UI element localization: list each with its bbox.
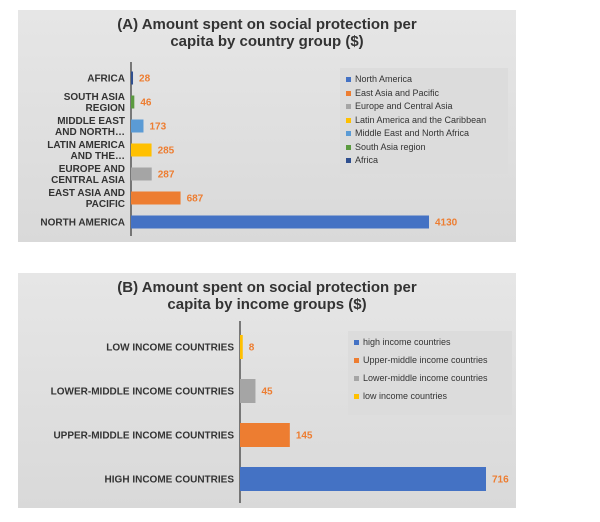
chart-a-data-label-0: 28	[139, 74, 151, 85]
chart-b-legend-label-3: low income countries	[363, 391, 448, 401]
chart-a-data-label-4: 287	[158, 170, 175, 181]
chart-b-title: (B) Amount spent on social protection pe…	[18, 279, 516, 313]
chart-a-legend-item-5: South Asia region	[346, 142, 426, 152]
chart-b-title-line-2: capita by income groups ($)	[167, 296, 367, 313]
chart-a-bar-6	[131, 215, 429, 229]
chart-a-legend-label-0: North America	[355, 74, 413, 84]
chart-b-legend-swatch-2	[354, 376, 359, 382]
chart-b-legend-label-0: high income countries	[363, 337, 451, 347]
chart-b-legend-swatch-0	[354, 340, 359, 346]
chart-b-legend-item-0: high income countries	[354, 337, 451, 347]
chart-a-legend-label-5: South Asia region	[355, 141, 426, 152]
chart-a-title-line-2: capita by country group ($)	[170, 33, 364, 50]
chart-a-title: (A) Amount spent on social protection pe…	[18, 16, 516, 50]
chart-a-legend-item-0: North America	[346, 74, 412, 84]
chart-a-legend-item-4: Middle East and North Africa	[346, 128, 469, 138]
chart-b-bar-2	[240, 423, 290, 447]
chart-b-title-line-1: (B) Amount spent on social protection pe…	[117, 279, 417, 296]
chart-a-category-label-4-line-0: EUROPE AND	[59, 164, 125, 175]
chart-b-legend-swatch-3	[354, 394, 359, 400]
chart-a-legend-item-2: Europe and Central Asia	[346, 101, 453, 111]
chart-a-category-label-3-line-1: AND THE…	[71, 151, 125, 162]
chart-b-plot: 8 LOW INCOME COUNTRIES 45 LOWER-MIDDLE INCO…	[51, 321, 509, 503]
chart-b-bar-1	[240, 379, 256, 403]
chart-a-category-label-1-line-1: REGION	[86, 103, 125, 114]
chart-a-legend-label-4: Middle East and North Africa	[355, 128, 470, 138]
chart-a-category-label-5-line-1: PACIFIC	[86, 199, 125, 210]
chart-a-bar-5	[131, 191, 181, 205]
chart-b-data-label-0: 8	[249, 343, 255, 354]
chart-b-legend: high income countries Upper-middle income…	[348, 331, 512, 415]
chart-a-bar-0	[131, 71, 134, 85]
chart-b-data-label-2: 145	[296, 431, 313, 442]
chart-a-legend-swatch-0	[346, 77, 351, 83]
chart-a-category-label-3-line-0: LATIN AMERICA	[47, 140, 125, 151]
chart-b-bar-3	[240, 467, 486, 491]
chart-a-legend-swatch-1	[346, 90, 351, 96]
chart-b-category-label-1: LOWER-MIDDLE INCOME COUNTRIES	[51, 387, 235, 398]
chart-a-legend-label-1: East Asia and Pacific	[355, 87, 440, 98]
chart-b-category-label-2: UPPER-MIDDLE INCOME COUNTRIES	[53, 431, 234, 442]
chart-b-legend-item-1: Upper-middle income countries	[354, 355, 488, 365]
chart-a-category-label-0: AFRICA	[87, 74, 125, 85]
chart-a-bar-4	[131, 167, 152, 181]
chart-a-category-label-2-line-0: MIDDLE EAST	[57, 116, 125, 127]
chart-a-legend-swatch-5	[346, 144, 351, 150]
chart-b-category-label-3: HIGH INCOME COUNTRIES	[105, 475, 235, 486]
chart-a-legend-item-6: Africa	[346, 155, 378, 165]
chart-a-data-label-1: 46	[140, 98, 152, 109]
chart-a-legend-label-3: Latin America and the Caribbean	[355, 114, 487, 125]
chart-a-data-label-5: 687	[187, 194, 204, 205]
chart-a-bar-3	[131, 143, 152, 157]
chart-a-bar-2	[131, 119, 144, 133]
chart-b-legend-label-2: Lower-middle income countries	[363, 373, 488, 383]
chart-a-legend-swatch-6	[346, 158, 351, 164]
chart-a-category-label-4-line-1: CENTRAL ASIA	[51, 175, 125, 186]
chart-a-legend-label-2: Europe and Central Asia	[355, 101, 453, 111]
chart-a-data-label-2: 173	[149, 122, 166, 133]
chart-a-title-line-1: (A) Amount spent on social protection pe…	[117, 16, 417, 33]
chart-a-legend-swatch-3	[346, 117, 351, 123]
chart-b-category-label-0: LOW INCOME COUNTRIES	[106, 343, 234, 354]
chart-b-legend-label-1: Upper-middle income countries	[363, 355, 488, 365]
chart-a-category-label-6: NORTH AMERICA	[40, 218, 125, 229]
chart-a-category-label-5-line-0: EAST ASIA AND	[48, 188, 125, 199]
chart-b-bar-0	[240, 335, 243, 359]
chart-a-bar-1	[131, 95, 135, 109]
chart-a-legend-swatch-2	[346, 104, 351, 110]
chart-a-data-label-6: 4130	[435, 218, 458, 229]
chart-a-legend-label-6: Africa	[355, 155, 379, 165]
chart-a-legend-item-3: Latin America and the Caribbean	[346, 115, 486, 125]
chart-a-legend: North America East Asia and Pacific Europe…	[340, 68, 508, 174]
chart-a-category-label-2-line-1: AND NORTH…	[55, 127, 125, 138]
chart-a-category-label-1-line-0: SOUTH ASIA	[64, 92, 125, 103]
chart-a-legend-item-1: East Asia and Pacific	[346, 88, 439, 98]
chart-a-legend-swatch-4	[346, 131, 351, 137]
chart-b-legend-item-3: low income countries	[354, 391, 447, 401]
chart-a-panel: (A) Amount spent on social protection pe…	[18, 10, 516, 242]
chart-b-legend-item-2: Lower-middle income countries	[354, 373, 488, 383]
chart-b-legend-swatch-1	[354, 358, 359, 364]
chart-a-data-label-3: 285	[158, 146, 175, 157]
chart-b-data-label-3: 716	[492, 475, 509, 486]
chart-b-data-label-1: 45	[261, 387, 273, 398]
chart-b-panel: (B) Amount spent on social protection pe…	[18, 273, 516, 508]
